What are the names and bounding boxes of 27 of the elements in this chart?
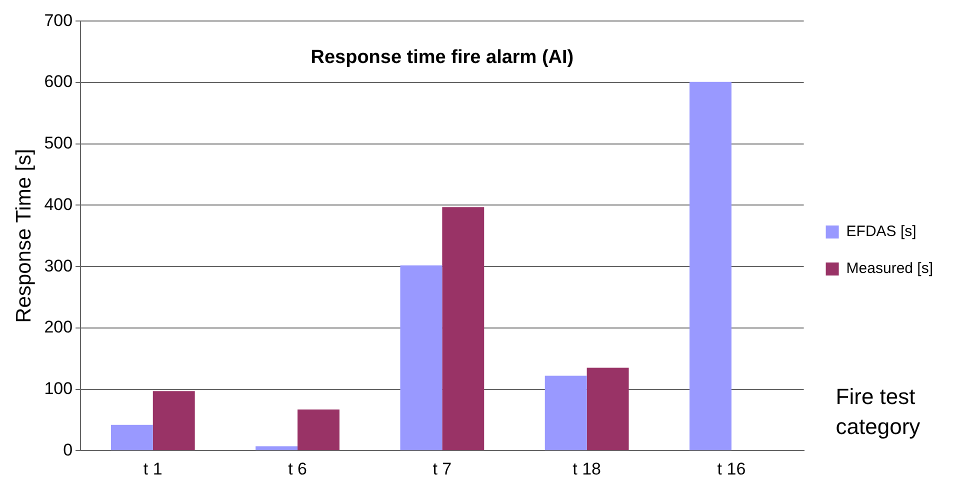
x-tick-label: t 18 xyxy=(572,459,602,478)
y-tick-label: 200 xyxy=(44,318,73,337)
y-tick-label: 0 xyxy=(63,440,73,460)
bar xyxy=(152,391,195,450)
y-tick-label: 400 xyxy=(44,194,73,214)
bar xyxy=(586,368,629,450)
bar xyxy=(690,82,732,450)
y-axis-title: Response Time [s] xyxy=(12,148,36,323)
legend-label: Measured [s] xyxy=(846,260,934,278)
text: Response time fire alarm (AI) xyxy=(310,47,574,68)
bar xyxy=(442,207,484,450)
bar xyxy=(400,265,442,450)
x-tick-label: t 6 xyxy=(288,459,307,478)
y-tick-label: 100 xyxy=(44,378,73,398)
x-tick-label: t 7 xyxy=(432,459,452,478)
bar xyxy=(110,424,153,450)
y-tick-label: 600 xyxy=(44,72,73,92)
legend-label: EFDAS [s] xyxy=(846,223,916,240)
x-tick-label: t 16 xyxy=(717,459,746,478)
y-tick-label: 500 xyxy=(44,134,73,153)
bar xyxy=(298,410,340,450)
x-tick-label: t 1 xyxy=(143,459,162,478)
bar xyxy=(544,376,587,450)
x-axis-title: Fire test category xyxy=(836,384,920,440)
bar xyxy=(256,446,298,450)
y-tick-label: 700 xyxy=(44,10,73,30)
y-tick-label: 300 xyxy=(44,256,73,276)
